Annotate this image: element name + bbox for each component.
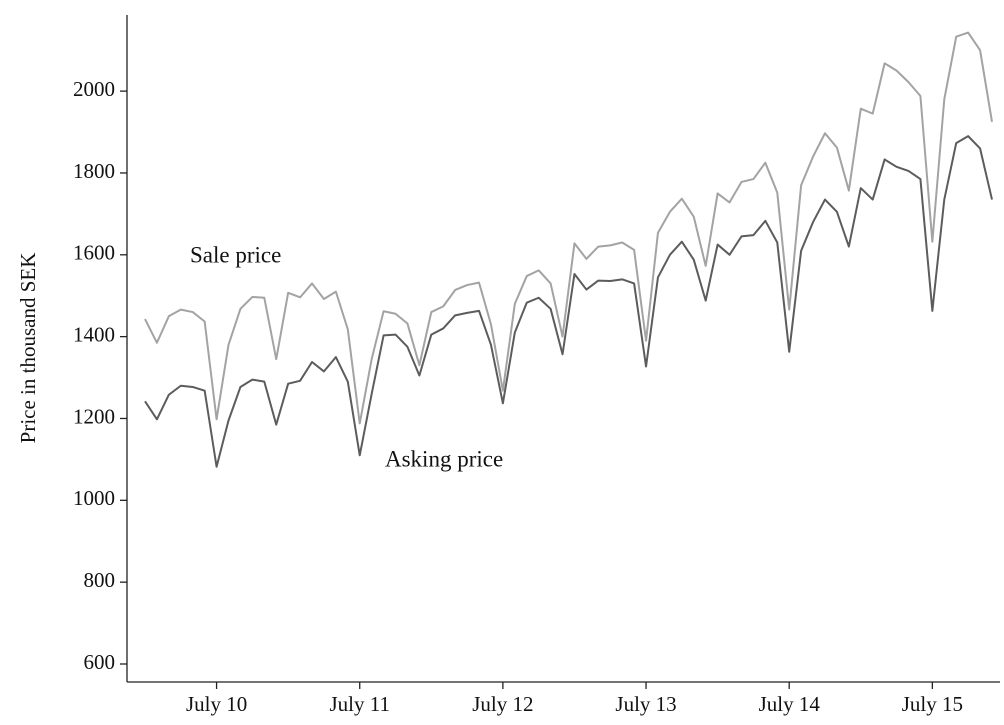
y-axis-label: Price in thousand SEK [16,253,40,444]
y-tick-label: 800 [84,568,116,592]
series-line [144,31,993,425]
y-tick-label: 1600 [73,241,115,265]
x-tick-label: July 10 [186,692,247,716]
x-tick-label: July 15 [902,692,963,716]
annotation: Sale price [190,242,281,267]
x-tick-label: July 14 [759,692,821,716]
annotation: Asking price [385,446,503,471]
series-line [144,135,993,468]
y-tick-label: 1400 [73,322,115,346]
x-tick-label: July 12 [472,692,533,716]
x-tick-label: July 13 [615,692,676,716]
y-tick-label: 1800 [73,159,115,183]
y-tick-label: 2000 [73,77,115,101]
y-tick-label: 1200 [73,404,115,428]
x-tick-label: July 11 [329,692,389,716]
y-tick-label: 600 [84,650,116,674]
y-tick-label: 1000 [73,486,115,510]
